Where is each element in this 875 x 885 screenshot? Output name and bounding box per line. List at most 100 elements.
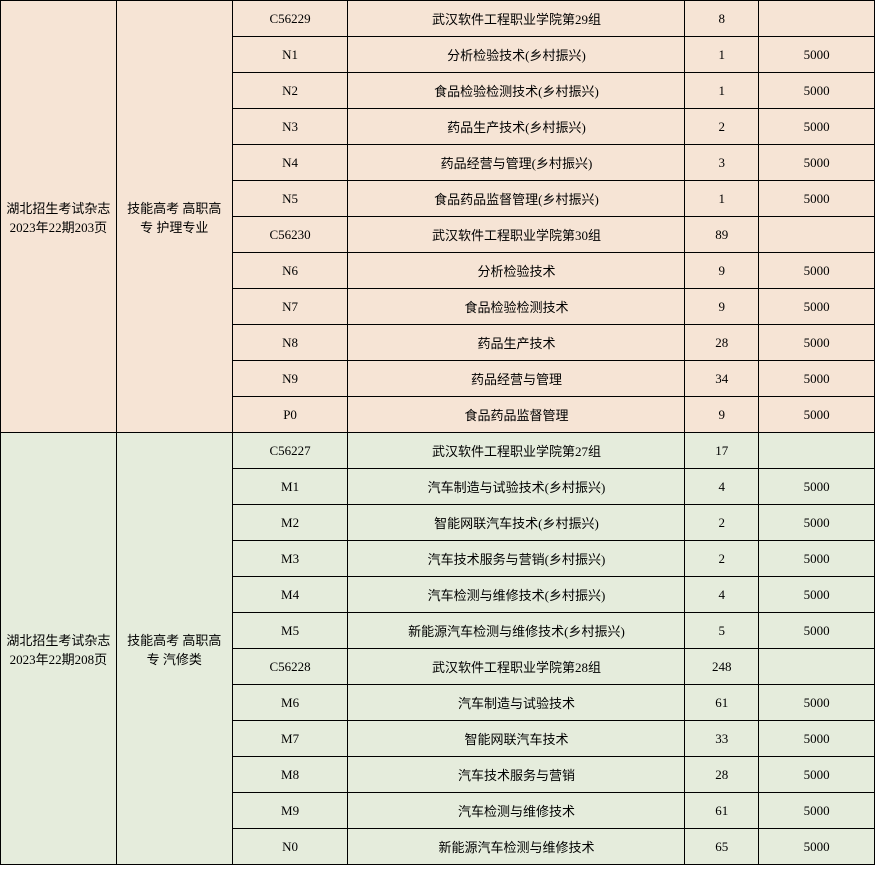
source-cell: 湖北招生考试杂志2023年22期203页 xyxy=(1,1,117,433)
code-cell: M1 xyxy=(232,469,348,505)
count-cell: 248 xyxy=(685,649,759,685)
admissions-table: 湖北招生考试杂志2023年22期203页技能高考 高职高专 护理专业C56229… xyxy=(0,0,875,865)
count-cell: 2 xyxy=(685,541,759,577)
table-row: 湖北招生考试杂志2023年22期203页技能高考 高职高专 护理专业C56229… xyxy=(1,1,875,37)
fee-cell: 5000 xyxy=(759,145,875,181)
category-cell: 技能高考 高职高专 护理专业 xyxy=(116,1,232,433)
code-cell: N4 xyxy=(232,145,348,181)
name-cell: 药品经营与管理(乡村振兴) xyxy=(348,145,685,181)
count-cell: 4 xyxy=(685,577,759,613)
fee-cell: 5000 xyxy=(759,685,875,721)
fee-cell: 5000 xyxy=(759,793,875,829)
code-cell: M5 xyxy=(232,613,348,649)
fee-cell xyxy=(759,433,875,469)
code-cell: M9 xyxy=(232,793,348,829)
count-cell: 28 xyxy=(685,757,759,793)
code-cell: C56230 xyxy=(232,217,348,253)
fee-cell: 5000 xyxy=(759,397,875,433)
name-cell: 汽车制造与试验技术(乡村振兴) xyxy=(348,469,685,505)
fee-cell: 5000 xyxy=(759,577,875,613)
fee-cell: 5000 xyxy=(759,253,875,289)
count-cell: 4 xyxy=(685,469,759,505)
fee-cell: 5000 xyxy=(759,505,875,541)
count-cell: 9 xyxy=(685,289,759,325)
name-cell: 分析检验技术 xyxy=(348,253,685,289)
code-cell: M7 xyxy=(232,721,348,757)
category-cell: 技能高考 高职高专 汽修类 xyxy=(116,433,232,865)
count-cell: 1 xyxy=(685,73,759,109)
fee-cell xyxy=(759,1,875,37)
count-cell: 34 xyxy=(685,361,759,397)
name-cell: 汽车检测与维修技术(乡村振兴) xyxy=(348,577,685,613)
count-cell: 17 xyxy=(685,433,759,469)
name-cell: 汽车制造与试验技术 xyxy=(348,685,685,721)
name-cell: 药品生产技术(乡村振兴) xyxy=(348,109,685,145)
code-cell: N7 xyxy=(232,289,348,325)
code-cell: N5 xyxy=(232,181,348,217)
name-cell: 药品经营与管理 xyxy=(348,361,685,397)
name-cell: 食品药品监督管理(乡村振兴) xyxy=(348,181,685,217)
count-cell: 2 xyxy=(685,505,759,541)
table-row: 湖北招生考试杂志2023年22期208页技能高考 高职高专 汽修类C56227武… xyxy=(1,433,875,469)
name-cell: 食品药品监督管理 xyxy=(348,397,685,433)
code-cell: C56228 xyxy=(232,649,348,685)
code-cell: M8 xyxy=(232,757,348,793)
code-cell: M2 xyxy=(232,505,348,541)
fee-cell: 5000 xyxy=(759,289,875,325)
count-cell: 5 xyxy=(685,613,759,649)
fee-cell: 5000 xyxy=(759,757,875,793)
name-cell: 武汉软件工程职业学院第27组 xyxy=(348,433,685,469)
code-cell: C56227 xyxy=(232,433,348,469)
name-cell: 智能网联汽车技术(乡村振兴) xyxy=(348,505,685,541)
name-cell: 食品检验检测技术(乡村振兴) xyxy=(348,73,685,109)
count-cell: 3 xyxy=(685,145,759,181)
source-cell: 湖北招生考试杂志2023年22期208页 xyxy=(1,433,117,865)
fee-cell: 5000 xyxy=(759,721,875,757)
count-cell: 1 xyxy=(685,181,759,217)
name-cell: 汽车技术服务与营销 xyxy=(348,757,685,793)
name-cell: 汽车检测与维修技术 xyxy=(348,793,685,829)
count-cell: 33 xyxy=(685,721,759,757)
count-cell: 65 xyxy=(685,829,759,865)
fee-cell: 5000 xyxy=(759,109,875,145)
fee-cell: 5000 xyxy=(759,325,875,361)
count-cell: 61 xyxy=(685,685,759,721)
name-cell: 武汉软件工程职业学院第30组 xyxy=(348,217,685,253)
code-cell: N1 xyxy=(232,37,348,73)
fee-cell: 5000 xyxy=(759,829,875,865)
fee-cell: 5000 xyxy=(759,73,875,109)
count-cell: 61 xyxy=(685,793,759,829)
name-cell: 武汉软件工程职业学院第29组 xyxy=(348,1,685,37)
name-cell: 新能源汽车检测与维修技术 xyxy=(348,829,685,865)
code-cell: C56229 xyxy=(232,1,348,37)
code-cell: N9 xyxy=(232,361,348,397)
code-cell: N2 xyxy=(232,73,348,109)
count-cell: 89 xyxy=(685,217,759,253)
count-cell: 9 xyxy=(685,253,759,289)
code-cell: N8 xyxy=(232,325,348,361)
code-cell: N0 xyxy=(232,829,348,865)
name-cell: 食品检验检测技术 xyxy=(348,289,685,325)
code-cell: M3 xyxy=(232,541,348,577)
table-body: 湖北招生考试杂志2023年22期203页技能高考 高职高专 护理专业C56229… xyxy=(1,1,875,865)
count-cell: 1 xyxy=(685,37,759,73)
name-cell: 智能网联汽车技术 xyxy=(348,721,685,757)
fee-cell: 5000 xyxy=(759,469,875,505)
name-cell: 分析检验技术(乡村振兴) xyxy=(348,37,685,73)
count-cell: 9 xyxy=(685,397,759,433)
fee-cell xyxy=(759,649,875,685)
name-cell: 新能源汽车检测与维修技术(乡村振兴) xyxy=(348,613,685,649)
fee-cell: 5000 xyxy=(759,541,875,577)
code-cell: N3 xyxy=(232,109,348,145)
name-cell: 药品生产技术 xyxy=(348,325,685,361)
fee-cell: 5000 xyxy=(759,361,875,397)
count-cell: 8 xyxy=(685,1,759,37)
fee-cell: 5000 xyxy=(759,37,875,73)
code-cell: P0 xyxy=(232,397,348,433)
name-cell: 汽车技术服务与营销(乡村振兴) xyxy=(348,541,685,577)
count-cell: 28 xyxy=(685,325,759,361)
fee-cell: 5000 xyxy=(759,181,875,217)
fee-cell: 5000 xyxy=(759,613,875,649)
name-cell: 武汉软件工程职业学院第28组 xyxy=(348,649,685,685)
count-cell: 2 xyxy=(685,109,759,145)
